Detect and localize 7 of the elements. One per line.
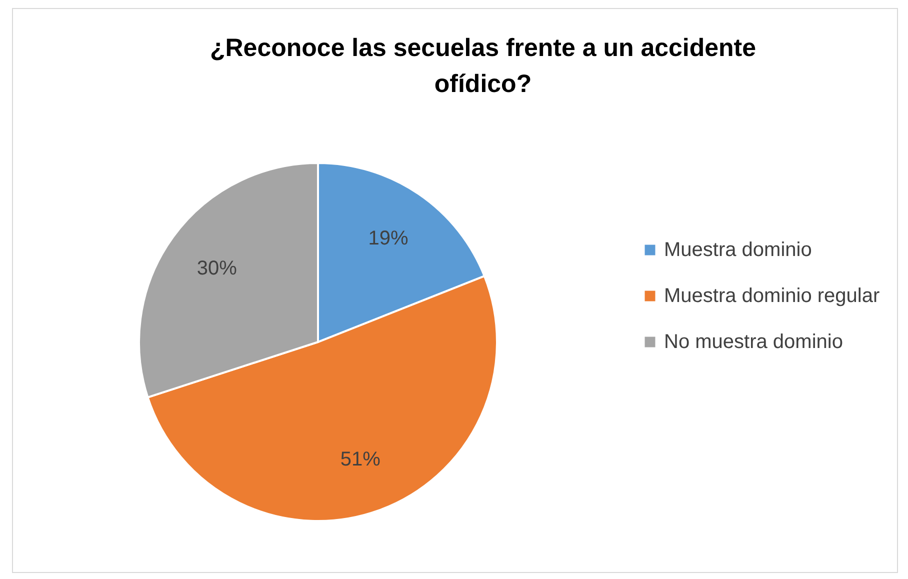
- data-label: 30%: [196, 258, 238, 280]
- data-label: 51%: [340, 448, 381, 471]
- data-label: 19%: [368, 228, 408, 250]
- legend-label: Muestra dominio regular: [664, 285, 880, 307]
- legend-label: Muestra dominio: [664, 239, 812, 261]
- legend-label: No muestra dominio: [664, 331, 843, 353]
- chart-title: ¿Reconoce las secuelas frente a un accidente ofídico?: [210, 34, 756, 98]
